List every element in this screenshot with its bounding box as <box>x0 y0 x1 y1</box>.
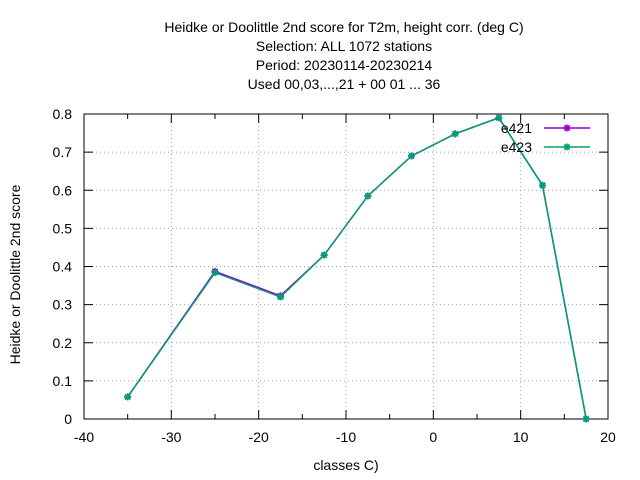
title-line-2: Period: 20230114-20230214 <box>256 57 433 73</box>
marker-d2 <box>364 192 372 200</box>
y-tick-label: 0.5 <box>53 220 73 236</box>
x-tick-label: -20 <box>249 429 269 445</box>
x-tick-label: -30 <box>161 429 181 445</box>
data-point-e423-3 <box>320 251 328 259</box>
marker-d2 <box>211 269 219 276</box>
y-tick-label: 0.2 <box>53 335 73 351</box>
x-tick-labels: -40 -30 -20 -10 0 10 20 <box>74 429 616 445</box>
marker-d2 <box>277 293 284 301</box>
x-tick-label: 10 <box>513 429 529 445</box>
y-tick-label: 0.4 <box>53 259 73 275</box>
marker-d2 <box>495 114 503 122</box>
series-line-e421 <box>127 116 587 420</box>
data-point-e423-8 <box>539 181 546 189</box>
y-tick-label: 0.7 <box>53 144 73 160</box>
title-line-0: Heidke or Doolittle 2nd score for T2m, h… <box>164 19 523 35</box>
legend: e421 e423 <box>501 120 590 155</box>
legend-marker-e423 <box>563 143 571 151</box>
y-tick-label: 0.8 <box>53 106 73 122</box>
data-point-e423-2 <box>277 293 284 301</box>
x-tick-label: 0 <box>429 429 437 445</box>
y-tick-label: 0 <box>64 411 72 427</box>
title-line-1: Selection: ALL 1072 stations <box>256 38 432 54</box>
data-point-e423-7 <box>495 114 503 122</box>
series-line-e423 <box>127 116 587 420</box>
data-point-e423-6 <box>451 130 459 138</box>
data-point-e423-4 <box>364 192 372 200</box>
x-tick-label: -40 <box>74 429 94 445</box>
x-axis-label: classes C) <box>313 457 378 473</box>
y-tick-labels: 0 0.1 0.2 0.3 0.4 0.5 0.6 0.7 0.8 <box>53 106 73 427</box>
grid <box>84 114 608 419</box>
title-line-3: Used 00,03,...,21 + 00 01 ... 36 <box>248 76 441 92</box>
data-point-e423-1 <box>211 269 219 277</box>
legend-label-e423: e423 <box>501 139 532 155</box>
legend-marker-e421 <box>563 124 571 132</box>
data-point-e423-0 <box>124 393 132 401</box>
marker-d2 <box>582 415 590 423</box>
x-tick-label: 20 <box>600 429 616 445</box>
chart-title: Heidke or Doolittle 2nd score for T2m, h… <box>164 19 523 92</box>
legend-label-e421: e421 <box>501 120 532 136</box>
marker-d2 <box>539 182 546 189</box>
series-lines <box>124 114 590 423</box>
data-point-e423-9 <box>582 415 590 423</box>
marker-d2 <box>408 152 415 160</box>
marker-d2 <box>451 130 459 138</box>
marker-d2 <box>124 393 131 401</box>
y-tick-label: 0.1 <box>53 373 73 389</box>
marker-d2 <box>563 124 571 132</box>
marker-d2 <box>563 143 571 151</box>
marker-d2 <box>320 251 328 259</box>
y-tick-label: 0.3 <box>53 297 73 313</box>
y-axis-label: Heidke or Doolittle 2nd score <box>7 184 23 364</box>
plot-frame <box>83 113 609 420</box>
data-point-e423-5 <box>408 152 415 160</box>
y-tick-label: 0.6 <box>53 182 73 198</box>
x-tick-label: -10 <box>336 429 356 445</box>
